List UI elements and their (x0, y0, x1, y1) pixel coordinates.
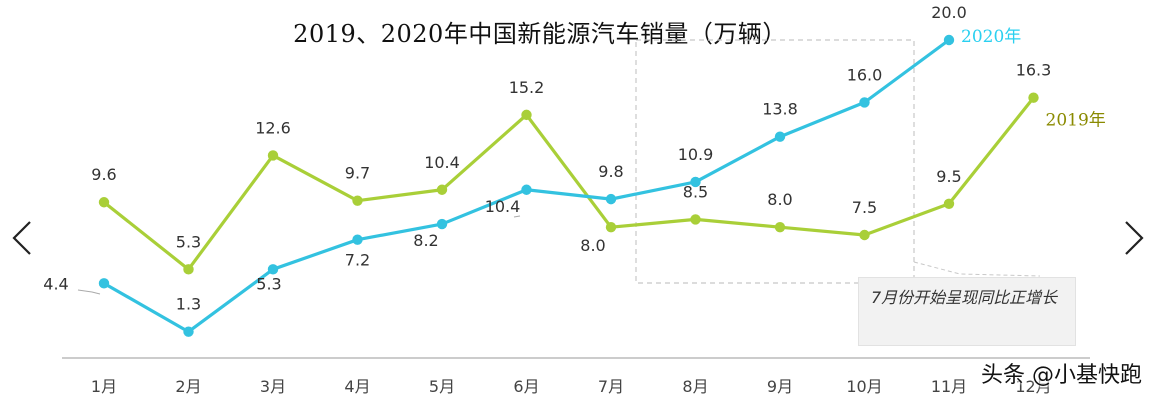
data-point-0-4 (436, 184, 448, 195)
data-label-0-11: 16.3 (1016, 61, 1052, 80)
annotation-note: 7月份开始呈现同比正增长 (858, 277, 1076, 346)
highlight-box (635, 39, 915, 284)
data-point-1-4 (436, 218, 448, 230)
chart-title: 2019、2020年中国新能源汽车销量（万辆） (293, 20, 787, 48)
data-label-1-9: 16.0 (847, 65, 883, 84)
data-label-0-10: 9.5 (936, 167, 961, 186)
x-tick-label: 1月 (91, 377, 117, 396)
x-tick-label: 2月 (175, 377, 201, 396)
x-tick-label: 7月 (598, 377, 624, 396)
data-label-1-5: 10.4 (485, 197, 521, 216)
x-tick-label: 4月 (344, 377, 370, 396)
data-label-0-3: 9.7 (345, 164, 370, 183)
data-point-0-7 (690, 214, 701, 225)
data-label-0-9: 7.5 (852, 198, 877, 217)
data-point-0-10 (943, 198, 955, 209)
data-label-0-5: 15.2 (509, 78, 545, 97)
leader-line-2020-jun (513, 215, 521, 218)
data-point-1-8 (774, 131, 786, 142)
data-point-1-0 (98, 278, 110, 289)
data-point-1-9 (859, 97, 870, 108)
data-point-0-9 (859, 229, 870, 241)
data-label-1-1: 1.3 (176, 295, 201, 314)
series-name-label-1: 2020年 (961, 27, 1021, 47)
data-point-0-1 (183, 264, 194, 275)
x-tick-label: 10月 (846, 377, 882, 396)
data-label-1-8: 13.8 (762, 100, 798, 119)
x-tick-label: 8月 (682, 377, 708, 396)
data-point-1-6 (605, 193, 617, 205)
data-label-1-7: 10.9 (678, 145, 714, 164)
data-label-0-0: 9.6 (91, 165, 116, 184)
annotation-connector (913, 261, 1041, 277)
data-label-1-4: 8.2 (413, 231, 438, 250)
chevron-left-icon[interactable] (8, 218, 34, 258)
data-point-0-0 (98, 197, 110, 208)
data-label-1-10: 20.0 (931, 3, 967, 22)
data-point-0-8 (774, 222, 786, 233)
series-line-0 (103, 96, 1035, 271)
data-point-0-6 (605, 222, 617, 233)
data-point-1-5 (521, 184, 532, 195)
x-tick-label: 6月 (513, 377, 539, 396)
data-label-0-1: 5.3 (176, 232, 201, 251)
x-tick-label: 5月 (429, 377, 455, 396)
data-point-0-5 (521, 109, 532, 121)
data-point-1-1 (183, 326, 194, 337)
data-label-0-4: 10.4 (424, 153, 460, 172)
data-label-1-2: 5.3 (256, 274, 281, 293)
data-point-1-3 (352, 234, 363, 245)
data-label-0-6: 8.0 (580, 236, 605, 255)
series-name-label-0: 2019年 (1046, 111, 1106, 131)
x-tick-label: 9月 (767, 377, 793, 396)
watermark-text: 头条 @小基快跑 (981, 363, 1142, 388)
data-label-0-7: 8.5 (683, 182, 708, 201)
data-label-1-0: 4.4 (43, 274, 68, 293)
data-point-1-7 (690, 176, 701, 188)
data-point-0-11 (1028, 92, 1039, 103)
x-tick-label: 11月 (931, 377, 967, 396)
x-tick-label: 3月 (260, 377, 286, 396)
data-point-1-10 (943, 34, 955, 46)
data-label-0-8: 8.0 (767, 190, 792, 209)
data-label-1-6: 9.8 (598, 162, 623, 181)
chevron-right-icon[interactable] (1122, 218, 1148, 258)
data-point-0-3 (352, 195, 363, 206)
data-label-0-2: 12.6 (255, 118, 291, 137)
leader-line-2020-jan (77, 289, 101, 295)
data-point-0-2 (267, 150, 279, 161)
x-tick-label: 12月 (1015, 377, 1051, 396)
data-label-1-3: 7.2 (345, 251, 370, 270)
data-point-1-2 (267, 264, 279, 275)
